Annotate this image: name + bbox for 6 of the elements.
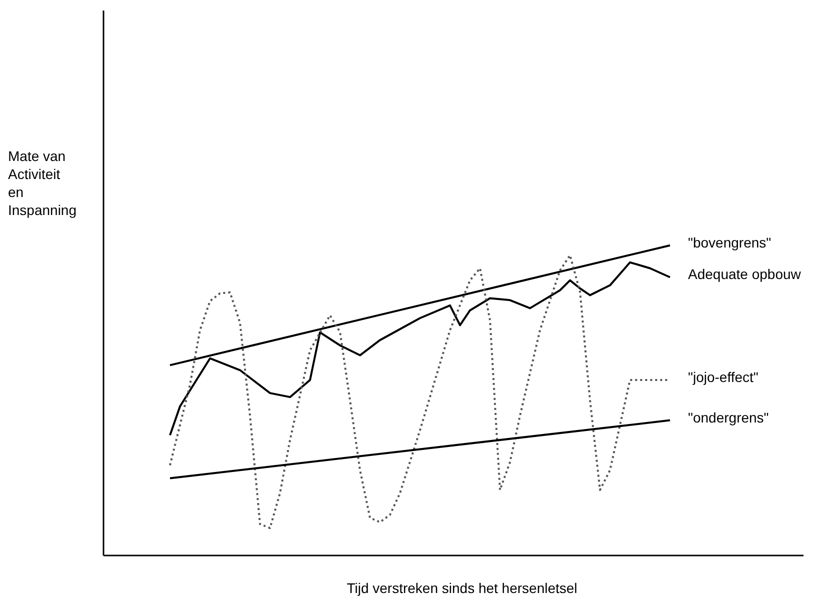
series-label: Adequate opbouw: [688, 266, 802, 282]
series-label: "jojo-effect": [688, 369, 758, 386]
series-label: "ondergrens": [688, 409, 769, 426]
x-axis-title: Tijd verstreken sinds het hersenletsel: [346, 580, 578, 596]
series-label: "bovengrens": [688, 234, 772, 250]
text: Mate van Activiteit en Inspanning: [8, 148, 77, 218]
